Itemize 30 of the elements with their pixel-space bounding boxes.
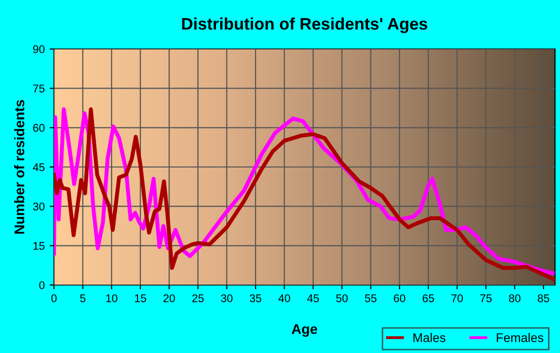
x-tick-label: 55 <box>364 294 376 302</box>
y-tick-label: 45 <box>32 163 45 172</box>
x-tick-label: 10 <box>106 294 118 302</box>
x-tick-label: 75 <box>480 294 492 302</box>
x-tick-label: 45 <box>307 294 319 302</box>
y-tick-label: 0 <box>39 281 45 290</box>
x-tick-label: 20 <box>164 294 175 302</box>
y-tick-label: 30 <box>33 202 45 210</box>
x-axis-title: Age <box>292 324 318 337</box>
x-tick-label: 60 <box>394 294 406 302</box>
x-tick-label: 35 <box>250 294 262 302</box>
y-tick-label: 90 <box>33 45 45 54</box>
x-tick-label: 30 <box>221 294 233 302</box>
x-tick-label: 50 <box>336 294 348 302</box>
x-tick-label: 70 <box>451 294 463 302</box>
y-tick-label: 75 <box>33 84 45 92</box>
y-tick-label: 60 <box>33 124 45 132</box>
x-tick-label: 40 <box>278 294 290 302</box>
x-tick-label: 25 <box>192 294 204 302</box>
x-tick-label: 15 <box>135 294 146 302</box>
x-tick-label: 0 <box>51 294 57 302</box>
x-tick-label: 65 <box>422 294 434 302</box>
legend-label: Females <box>496 332 544 342</box>
x-tick-label: 85 <box>538 294 550 302</box>
y-axis-title: Number of residents <box>14 100 24 234</box>
legend-label: Males <box>414 332 446 342</box>
x-tick-label: 80 <box>508 294 520 302</box>
y-tick-label: 15 <box>33 242 45 250</box>
chart-title: Distribution of Residents' Ages <box>182 17 428 34</box>
x-tick-label: 5 <box>80 294 86 302</box>
